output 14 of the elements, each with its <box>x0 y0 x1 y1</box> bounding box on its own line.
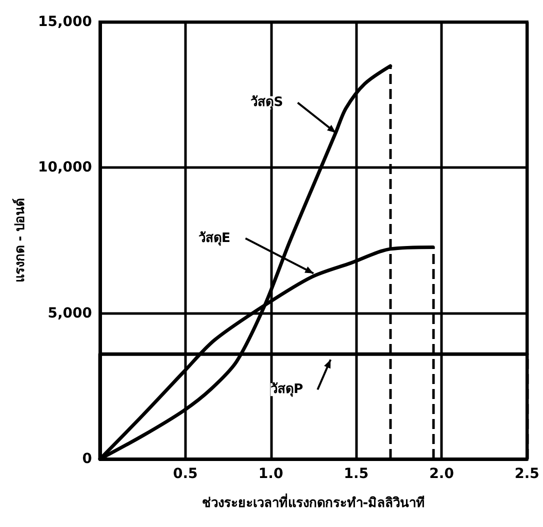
annotation: วัสดุS <box>250 95 284 110</box>
x-tick-label: 2.0 <box>429 466 454 482</box>
x-tick-label: 1.5 <box>344 466 369 482</box>
x-tick-label: 1.0 <box>258 466 284 482</box>
y-tick-label: 0 <box>82 451 92 467</box>
y-axis-title: แรงกด - ปอนด์ <box>12 198 28 283</box>
y-tick-label: 5,000 <box>48 305 92 322</box>
annotation: วัสดุP <box>270 382 304 398</box>
y-tick-label: 15,000 <box>38 14 92 30</box>
x-tick-label: 2.5 <box>514 466 540 482</box>
annotation: วัสดุE <box>198 230 230 246</box>
y-tick-label: 10,000 <box>38 160 92 176</box>
x-tick-label: 0.5 <box>172 466 198 482</box>
x-axis-title: ช่วงระยะเวลาที่แรงกดกระทำ-มิลลิวินาที <box>202 493 426 511</box>
